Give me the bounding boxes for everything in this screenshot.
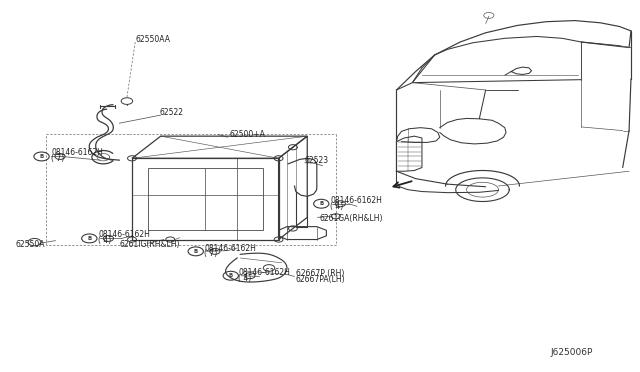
- Text: 62550A: 62550A: [15, 240, 45, 249]
- Text: ( 4): ( 4): [99, 236, 111, 245]
- Text: 08146-6162H: 08146-6162H: [51, 148, 103, 157]
- Text: J625006P: J625006P: [550, 349, 593, 357]
- Text: B: B: [194, 249, 198, 254]
- Text: B: B: [228, 273, 233, 278]
- Text: 62500+A: 62500+A: [230, 130, 266, 139]
- Text: B: B: [40, 154, 44, 159]
- Text: 6261IG(RH&LH): 6261IG(RH&LH): [119, 240, 180, 249]
- Text: 62523: 62523: [305, 155, 329, 165]
- Text: B: B: [319, 201, 323, 206]
- Text: 08146-6162H: 08146-6162H: [330, 196, 382, 205]
- Text: 62667PA(LH): 62667PA(LH): [296, 275, 346, 283]
- Text: ( 4): ( 4): [330, 202, 344, 211]
- Text: B: B: [87, 236, 92, 241]
- Text: 08146-6162H: 08146-6162H: [204, 244, 256, 253]
- Text: ( 7): ( 7): [51, 154, 65, 163]
- Text: 08146-6162H: 08146-6162H: [239, 268, 291, 277]
- Text: 62667P (RH): 62667P (RH): [296, 269, 344, 278]
- Text: 6261GA(RH&LH): 6261GA(RH&LH): [320, 214, 383, 222]
- Text: 62522: 62522: [159, 108, 184, 118]
- Text: 62550AA: 62550AA: [135, 35, 170, 44]
- Text: 08146-6162H: 08146-6162H: [99, 230, 150, 239]
- Text: ( 4): ( 4): [239, 274, 252, 283]
- Text: ( 7): ( 7): [204, 249, 217, 258]
